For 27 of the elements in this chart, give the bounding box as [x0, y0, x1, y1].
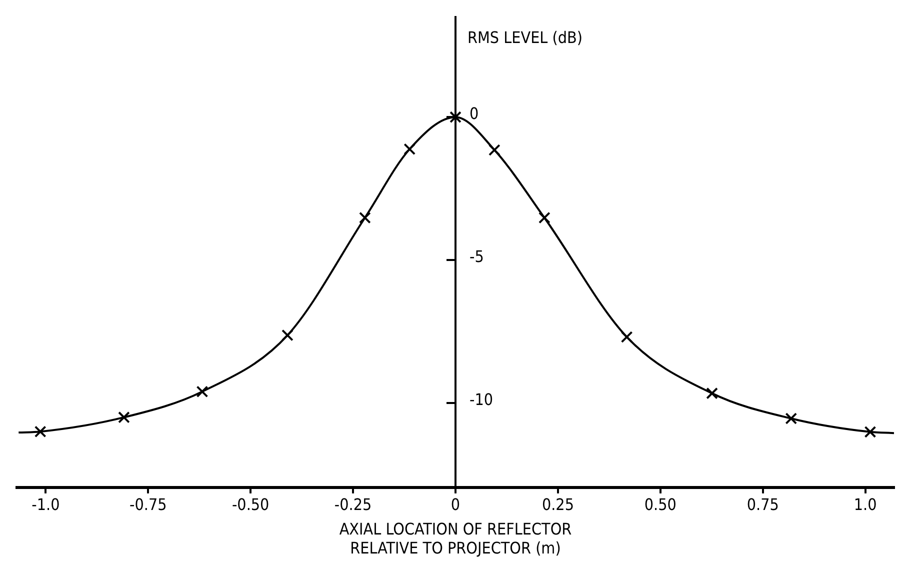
x-tick-label: -1.0	[32, 495, 60, 514]
x-tick-label: -0.50	[232, 495, 270, 514]
point	[785, 412, 798, 424]
x-tick-label: 0.75	[746, 495, 779, 514]
point	[620, 331, 633, 343]
point	[488, 144, 500, 156]
x-tick-label: -0.75	[130, 495, 167, 514]
y-axis-title: RMS LEVEL (dB)	[468, 28, 583, 48]
point	[358, 212, 371, 224]
point	[282, 329, 294, 342]
point	[538, 212, 550, 224]
y-tick-label: -5	[470, 247, 484, 266]
x-axis-title: AXIAL LOCATION OF REFLECTOR RELATIVE TO PROJECTOR (m)	[339, 519, 572, 558]
y-tick-label: -10	[470, 390, 494, 410]
point	[450, 111, 462, 124]
point	[864, 426, 876, 438]
x-tick-label: 0.25	[542, 495, 574, 514]
x-tick-label: 1.0	[854, 495, 877, 514]
point	[34, 426, 46, 438]
x-tick-label: 0.50	[644, 495, 676, 514]
point	[404, 143, 416, 156]
point	[706, 387, 718, 400]
x-tick-label: 0	[450, 495, 460, 514]
x-tick-label: -0.25	[334, 495, 372, 514]
point	[118, 411, 130, 424]
point	[196, 386, 208, 398]
y-tick-label: 0	[470, 104, 479, 124]
